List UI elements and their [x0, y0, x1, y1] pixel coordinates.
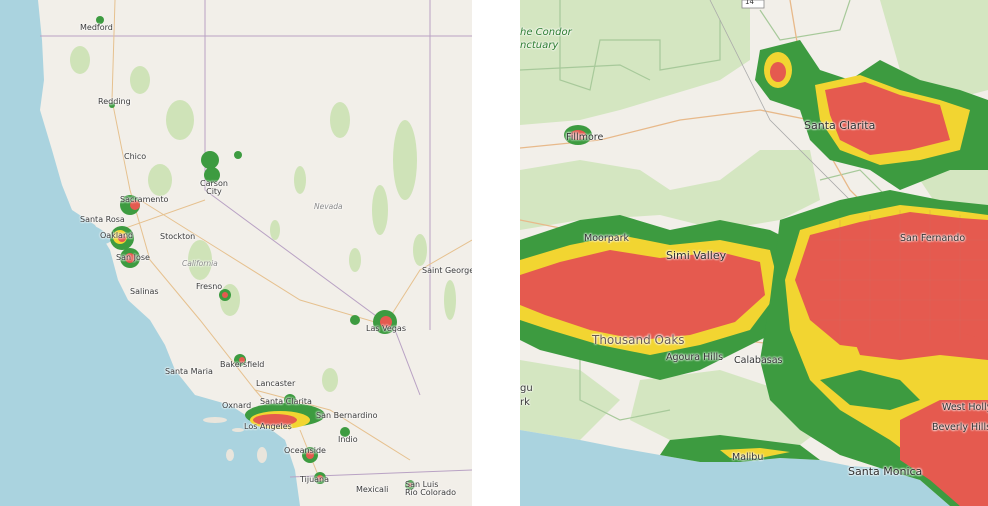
label-beverly-hills: Beverly Hills	[932, 422, 988, 433]
label-san-fernando: San Fernando	[900, 233, 966, 244]
label-oakland: Oakland	[100, 231, 134, 240]
label-moorpark: Moorpark	[584, 233, 629, 244]
label-simi-valley: Simi Valley	[666, 249, 727, 262]
label-rk: rk	[520, 397, 530, 408]
label-santa-monica: Santa Monica	[848, 465, 923, 478]
label-santa-clarita: Santa Clarita	[804, 119, 876, 132]
label-santa-clarita: Santa Clarita	[260, 397, 312, 406]
label-chico: Chico	[124, 152, 147, 161]
label-oceanside: Oceanside	[284, 446, 326, 455]
pacific-ocean	[0, 0, 300, 506]
label-calabasas: Calabasas	[734, 355, 783, 366]
detail-map-canvas	[520, 0, 988, 506]
label-las-vegas: Las Vegas	[366, 324, 406, 333]
label-medford: Medford	[80, 23, 113, 32]
label-tijuana: Tijuana	[300, 475, 330, 484]
label-california: California	[182, 259, 218, 268]
label-bakersfield: Bakersfield	[220, 360, 265, 369]
label-oxnard: Oxnard	[222, 401, 252, 410]
label-malibu: Malibu	[732, 452, 764, 463]
label-santa-maria: Santa Maria	[165, 367, 213, 376]
label-salinas: Salinas	[130, 287, 159, 296]
label-thousand-oaks: Thousand Oaks	[592, 333, 685, 347]
detail-map[interactable]: 14 he Condor nctuary Fillmore Santa Clar…	[520, 0, 988, 506]
highway-shield-label: 14	[745, 0, 754, 6]
label-condor-sanctuary: he Condor nctuary	[520, 27, 572, 51]
label-los-angeles: Los Angeles	[244, 422, 292, 431]
label-san-luis-rio-colorado: San Luis Río Colorado	[405, 480, 456, 497]
label-fresno: Fresno	[196, 282, 223, 291]
label-santa-rosa: Santa Rosa	[80, 215, 125, 224]
label-redding: Redding	[98, 97, 131, 106]
label-west-holly: West Holly	[942, 402, 988, 413]
label-carson-city: Carson City	[200, 179, 228, 196]
overview-map[interactable]: Medford Redding Chico Carson City Sacram…	[0, 0, 472, 506]
label-mexicali: Mexicali	[356, 485, 389, 494]
label-san-jose: San Jose	[116, 253, 150, 262]
overview-map-canvas	[0, 0, 472, 506]
label-nevada: Nevada	[314, 202, 343, 211]
label-indio: Indio	[338, 435, 358, 444]
label-san-bernardino: San Bernardino	[316, 411, 378, 420]
label-gu: gu	[520, 383, 533, 394]
label-sacramento: Sacramento	[120, 195, 169, 204]
label-lancaster: Lancaster	[256, 379, 296, 388]
label-agoura-hills: Agoura Hills	[666, 352, 724, 363]
label-fillmore: Fillmore	[566, 132, 604, 143]
label-saint-george: Saint George	[422, 266, 472, 275]
label-stockton: Stockton	[160, 232, 196, 241]
santa-monica-bay	[520, 430, 950, 506]
